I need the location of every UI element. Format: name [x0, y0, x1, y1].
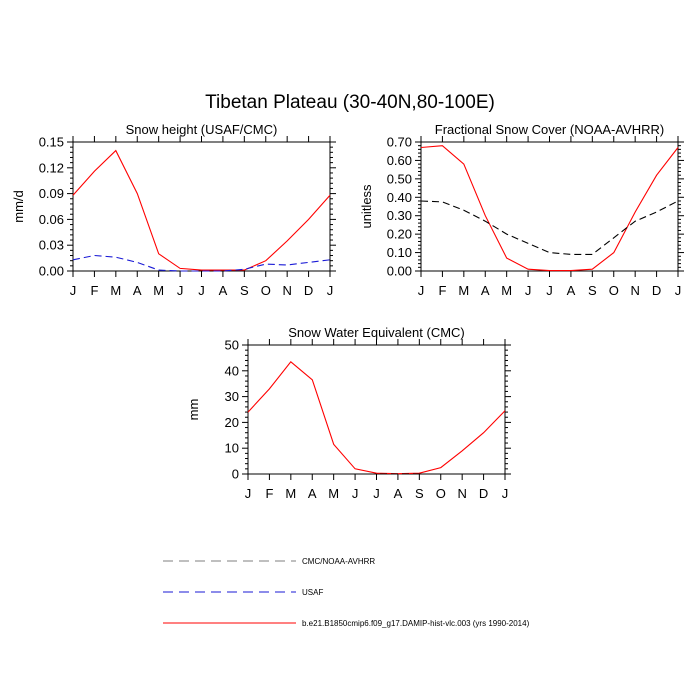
x-tick-label: A	[308, 486, 317, 501]
y-axis-label: mm	[186, 399, 201, 421]
y-tick-label: 50	[225, 338, 239, 353]
chart-panels: Snow height (USAF/CMC) mm/d 0.00 0.03 0.06 0.…	[11, 122, 684, 501]
x-tick-label: M	[110, 283, 121, 298]
chart-panel-3: Snow Water Equivalent (CMC) mm 0 10 20 30 40 50…	[186, 325, 511, 501]
x-tick-label: D	[652, 283, 661, 298]
x-tick-label: N	[630, 283, 639, 298]
x-tick-label: J	[525, 283, 532, 298]
y-tick-label: 30	[225, 389, 239, 404]
y-tick-label: 10	[225, 441, 239, 456]
x-tick-label: A	[133, 283, 142, 298]
y-tick-label: 0.00	[387, 264, 412, 279]
x-tick-label: J	[245, 486, 252, 501]
plot-frame	[420, 141, 679, 272]
x-tick-label: J	[70, 283, 77, 298]
x-tick-label: J	[352, 486, 359, 501]
panel-title: Snow height (USAF/CMC)	[126, 122, 278, 137]
series-line-1	[247, 361, 506, 475]
y-axis-label: mm/d	[11, 190, 26, 223]
y-tick-label: 0.03	[39, 238, 64, 253]
x-tick-label: J	[418, 283, 425, 298]
x-tick-label: D	[479, 486, 488, 501]
y-tick-label: 0.60	[387, 153, 412, 168]
series-line-2	[72, 254, 331, 272]
y-tick-label: 0.40	[387, 190, 412, 205]
y-tick-label: 0.20	[387, 227, 412, 242]
y-axis-label: unitless	[359, 184, 374, 229]
x-tick-label: J	[198, 283, 205, 298]
y-tick-label: 40	[225, 363, 239, 378]
x-tick-label: J	[546, 283, 553, 298]
y-tick-label: 0.30	[387, 208, 412, 223]
panel-title: Snow Water Equivalent (CMC)	[288, 325, 465, 340]
x-tick-label: S	[240, 283, 249, 298]
legend-label-3: b.e21.B1850cmip6.f09_g17.DAMIP-hist-vlc.…	[302, 619, 530, 628]
series-line-1	[420, 145, 679, 272]
y-tick-label: 0.00	[39, 264, 64, 279]
x-tick-label: D	[304, 283, 313, 298]
x-tick-label: A	[567, 283, 576, 298]
legend-label-1: CMC/NOAA-AVHRR	[302, 557, 375, 566]
chart-panel-2: Fractional Snow Cover (NOAA-AVHRR) unitle…	[359, 122, 684, 298]
series-line-1	[72, 149, 331, 271]
x-tick-label: M	[285, 486, 296, 501]
x-tick-label: F	[265, 486, 273, 501]
x-tick-label: N	[457, 486, 466, 501]
plot-frame	[72, 141, 331, 272]
x-tick-label: F	[90, 283, 98, 298]
x-tick-label: J	[177, 283, 184, 298]
chart-legend: CMC/NOAA-AVHRR USAF b.e21.B1850cmip6.f09_g…	[163, 557, 530, 628]
chart-panel-1: Snow height (USAF/CMC) mm/d 0.00 0.03 0.06 0.…	[11, 122, 336, 298]
x-tick-label: J	[373, 486, 380, 501]
x-tick-label: M	[153, 283, 164, 298]
figure-title: Tibetan Plateau (30-40N,80-100E)	[205, 92, 495, 113]
x-tick-label: M	[501, 283, 512, 298]
x-tick-label: J	[327, 283, 334, 298]
x-tick-label: A	[219, 283, 228, 298]
y-tick-label: 20	[225, 415, 239, 430]
legend-label-2: USAF	[302, 588, 323, 597]
x-tick-label: J	[502, 486, 509, 501]
panel-title: Fractional Snow Cover (NOAA-AVHRR)	[435, 122, 664, 137]
x-tick-label: N	[282, 283, 291, 298]
plot-frame	[247, 344, 506, 475]
x-tick-label: O	[261, 283, 271, 298]
y-tick-label: 0.70	[387, 135, 412, 150]
x-tick-label: A	[481, 283, 490, 298]
y-tick-label: 0.10	[387, 245, 412, 260]
y-tick-label: 0.50	[387, 171, 412, 186]
x-tick-label: F	[438, 283, 446, 298]
x-tick-label: O	[436, 486, 446, 501]
x-tick-label: M	[458, 283, 469, 298]
series-line-2	[420, 200, 679, 255]
x-tick-label: A	[394, 486, 403, 501]
x-tick-label: M	[328, 486, 339, 501]
y-tick-label: 0.12	[39, 160, 64, 175]
y-tick-label: 0	[232, 467, 239, 482]
y-tick-label: 0.06	[39, 212, 64, 227]
x-tick-label: S	[415, 486, 424, 501]
x-tick-label: O	[609, 283, 619, 298]
y-tick-label: 0.15	[39, 135, 64, 150]
x-tick-label: J	[675, 283, 682, 298]
y-tick-label: 0.09	[39, 186, 64, 201]
x-tick-label: S	[588, 283, 597, 298]
